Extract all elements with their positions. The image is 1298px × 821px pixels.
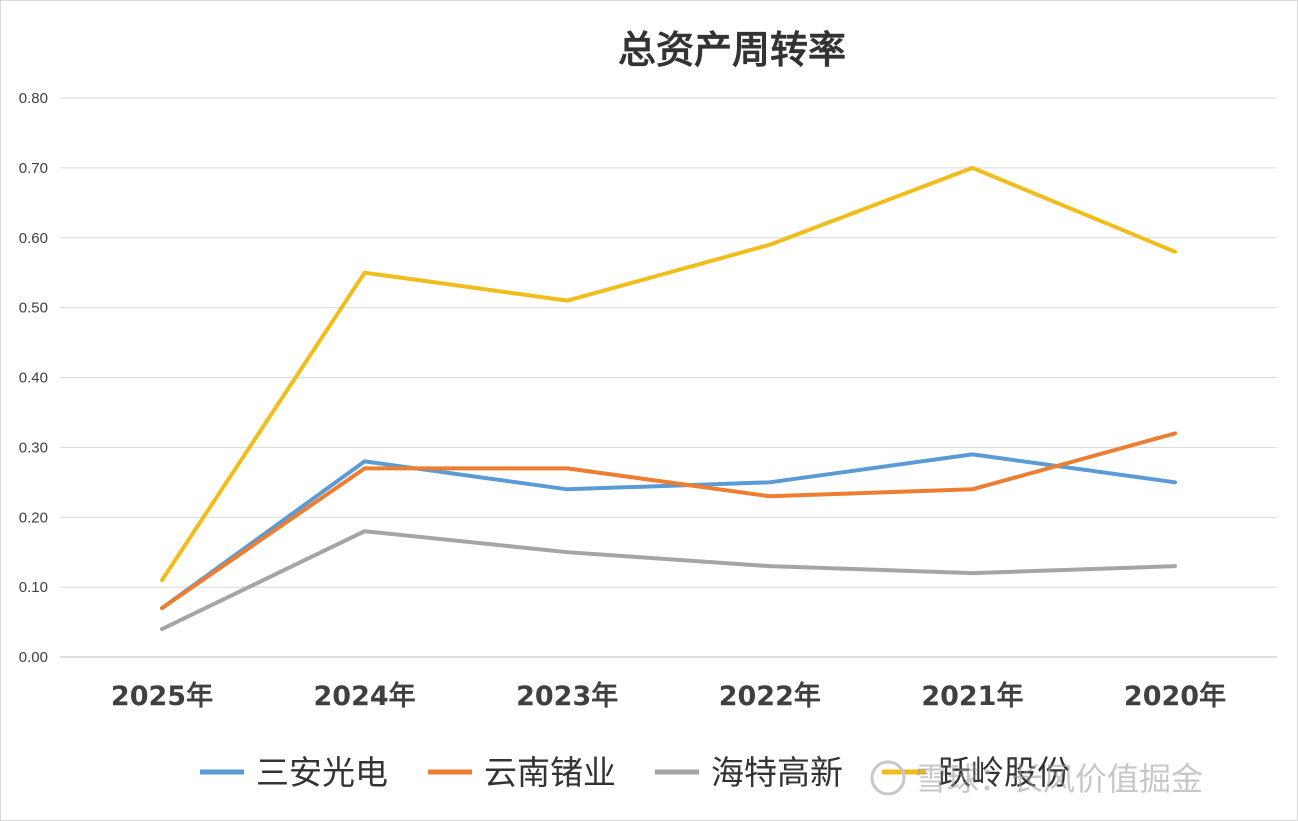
y-axis-ticks: 0.00 0.10 0.20 0.30 0.40 0.50 0.60 0.70 0.80	[19, 90, 48, 666]
y-tick-label: 0.70	[19, 160, 48, 177]
watermark-text: 雪球：长风价值掘金	[915, 760, 1203, 798]
y-tick-label: 0.50	[19, 300, 48, 317]
legend-label: 三安光电	[256, 753, 388, 792]
watermark: 雪球：长风价值掘金	[870, 760, 1203, 798]
legend-label: 海特高新	[711, 753, 843, 792]
series-line	[160, 452, 1177, 611]
y-tick-label: 0.80	[19, 90, 48, 107]
series-line	[160, 529, 1177, 632]
x-tick-label: 2023年	[516, 680, 618, 712]
series-lines	[160, 165, 1177, 632]
series-line	[160, 165, 1177, 583]
legend: 三安光电 云南锗业 海特高新 跃岭股份	[200, 753, 1070, 792]
snowball-logo-icon	[870, 760, 906, 796]
y-tick-label: 0.20	[19, 509, 48, 526]
x-tick-label: 2020年	[1124, 680, 1226, 712]
y-tick-label: 0.30	[19, 439, 48, 456]
legend-label: 跃岭股份	[938, 753, 1070, 792]
x-tick-label: 2025年	[111, 680, 213, 712]
legend-label: 云南锗业	[484, 753, 616, 792]
y-tick-label: 0.40	[19, 370, 48, 387]
chart-title: 总资产周转率	[618, 27, 846, 72]
x-tick-label: 2022年	[719, 680, 821, 712]
gridlines	[60, 97, 1277, 658]
x-axis-ticks: 2025年 2024年 2023年 2022年 2021年 2020年	[111, 680, 1226, 712]
x-tick-label: 2021年	[921, 680, 1023, 712]
y-tick-label: 0.60	[19, 230, 48, 247]
x-tick-label: 2024年	[314, 680, 416, 712]
y-tick-label: 0.00	[19, 649, 48, 666]
series-line	[160, 431, 1177, 611]
y-tick-label: 0.10	[19, 579, 48, 596]
